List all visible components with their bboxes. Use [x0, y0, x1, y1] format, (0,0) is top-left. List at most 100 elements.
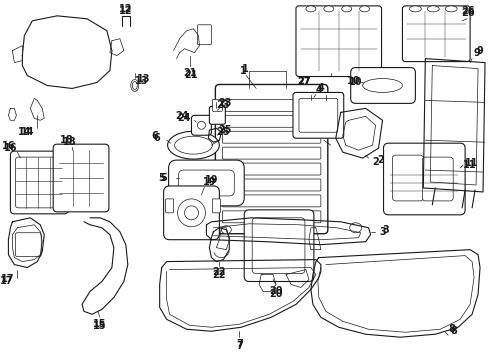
Text: 13: 13 — [135, 76, 148, 86]
Ellipse shape — [427, 6, 438, 12]
FancyBboxPatch shape — [178, 170, 234, 196]
Ellipse shape — [408, 6, 421, 12]
Ellipse shape — [221, 226, 231, 234]
Text: 13: 13 — [137, 73, 150, 84]
Text: 21: 21 — [183, 68, 196, 77]
FancyBboxPatch shape — [215, 85, 327, 234]
Ellipse shape — [167, 131, 219, 159]
FancyBboxPatch shape — [222, 211, 320, 223]
Text: 27: 27 — [297, 77, 310, 87]
FancyBboxPatch shape — [222, 195, 320, 207]
Ellipse shape — [323, 6, 333, 12]
FancyBboxPatch shape — [53, 144, 109, 212]
FancyBboxPatch shape — [222, 147, 320, 159]
Ellipse shape — [130, 80, 139, 91]
FancyBboxPatch shape — [295, 6, 381, 77]
Text: 2: 2 — [376, 155, 383, 165]
Text: 16: 16 — [1, 141, 15, 151]
Text: 10: 10 — [348, 77, 362, 87]
Text: 26: 26 — [460, 8, 474, 18]
FancyBboxPatch shape — [252, 218, 305, 274]
Text: 14: 14 — [20, 127, 34, 137]
Ellipse shape — [362, 78, 402, 93]
Ellipse shape — [359, 6, 369, 12]
FancyBboxPatch shape — [15, 157, 63, 208]
Text: 15: 15 — [93, 321, 106, 331]
Text: 1: 1 — [240, 66, 246, 76]
FancyBboxPatch shape — [402, 6, 469, 62]
Text: 12: 12 — [119, 6, 132, 16]
FancyBboxPatch shape — [222, 163, 320, 175]
Ellipse shape — [349, 223, 361, 233]
FancyBboxPatch shape — [222, 99, 320, 111]
Text: 4: 4 — [317, 84, 324, 94]
Ellipse shape — [184, 206, 198, 220]
Text: 9: 9 — [476, 46, 483, 56]
Text: 18: 18 — [63, 137, 77, 147]
FancyBboxPatch shape — [163, 186, 219, 240]
Text: 9: 9 — [473, 48, 479, 58]
Text: 8: 8 — [448, 324, 455, 334]
FancyBboxPatch shape — [191, 115, 211, 135]
FancyBboxPatch shape — [212, 99, 222, 111]
Text: 18: 18 — [60, 135, 74, 145]
Ellipse shape — [444, 6, 456, 12]
Text: 20: 20 — [269, 289, 282, 300]
Text: 27: 27 — [297, 76, 310, 86]
Text: 11: 11 — [465, 158, 478, 168]
Text: 14: 14 — [18, 127, 31, 137]
FancyBboxPatch shape — [392, 155, 423, 201]
FancyBboxPatch shape — [298, 98, 337, 132]
Text: 6: 6 — [151, 131, 158, 141]
Text: 25: 25 — [216, 127, 230, 137]
Text: 3: 3 — [381, 225, 388, 235]
FancyBboxPatch shape — [15, 233, 41, 257]
Text: 6: 6 — [153, 133, 160, 143]
Text: 20: 20 — [269, 287, 282, 296]
Text: 8: 8 — [450, 326, 457, 336]
FancyBboxPatch shape — [222, 131, 320, 143]
Text: 4: 4 — [315, 85, 322, 95]
FancyBboxPatch shape — [10, 151, 68, 214]
Ellipse shape — [174, 136, 212, 154]
Text: 17: 17 — [0, 276, 13, 287]
FancyBboxPatch shape — [383, 143, 464, 215]
Text: 17: 17 — [0, 274, 14, 284]
Text: 23: 23 — [216, 100, 230, 111]
Ellipse shape — [197, 121, 205, 129]
FancyBboxPatch shape — [165, 199, 173, 213]
Text: 5: 5 — [160, 173, 167, 183]
Text: 22: 22 — [212, 270, 225, 279]
Text: 21: 21 — [184, 69, 198, 80]
Text: 25: 25 — [218, 125, 232, 135]
FancyBboxPatch shape — [222, 115, 320, 127]
Text: 12: 12 — [119, 4, 132, 14]
Ellipse shape — [305, 6, 315, 12]
Text: 7: 7 — [235, 341, 242, 351]
FancyBboxPatch shape — [209, 106, 225, 124]
Text: 19: 19 — [202, 177, 216, 187]
Text: 2: 2 — [371, 157, 378, 167]
Text: 7: 7 — [235, 339, 242, 349]
Text: 5: 5 — [158, 173, 164, 183]
Text: 22: 22 — [212, 266, 225, 276]
Text: 24: 24 — [174, 111, 188, 121]
FancyBboxPatch shape — [168, 160, 244, 206]
FancyBboxPatch shape — [197, 25, 211, 45]
FancyBboxPatch shape — [244, 210, 313, 282]
Ellipse shape — [341, 6, 351, 12]
Text: 15: 15 — [93, 319, 106, 329]
Text: 11: 11 — [463, 160, 476, 170]
Text: 3: 3 — [378, 227, 385, 237]
FancyBboxPatch shape — [222, 179, 320, 191]
Text: 26: 26 — [460, 6, 474, 16]
FancyBboxPatch shape — [292, 93, 343, 138]
Text: 1: 1 — [242, 64, 248, 73]
Text: 24: 24 — [177, 113, 190, 123]
Ellipse shape — [177, 199, 205, 227]
Text: 10: 10 — [346, 76, 360, 86]
Text: 19: 19 — [204, 175, 218, 185]
FancyBboxPatch shape — [422, 157, 452, 201]
Text: 23: 23 — [218, 98, 232, 108]
Text: 16: 16 — [3, 143, 17, 153]
